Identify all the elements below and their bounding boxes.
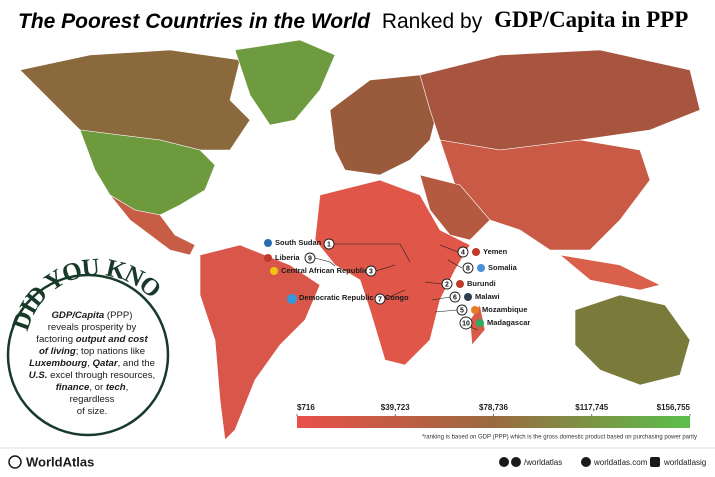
rank-badge: [323, 238, 335, 250]
instagram-icon: [650, 457, 660, 467]
flag: [456, 280, 464, 288]
brand[interactable]: WorldAtlas: [26, 454, 94, 469]
country-label: Malawi: [475, 292, 500, 301]
flag: [264, 239, 272, 247]
note-text: Luxembourg: [29, 358, 87, 369]
note-text: tech: [106, 382, 126, 393]
rank: 3: [369, 268, 373, 275]
instagram[interactable]: worldatlasig: [663, 458, 706, 467]
rank: 9: [308, 255, 312, 262]
flag: [476, 319, 484, 327]
note-circle: [6, 273, 170, 437]
note-text: factoring: [36, 334, 75, 345]
note-line: regardless: [70, 394, 115, 405]
rank: 5: [460, 307, 464, 314]
rank: 7: [378, 296, 382, 303]
footnote: *ranking is based on GDP (PPP) which is …: [422, 435, 697, 441]
note-text: of living: [39, 346, 76, 357]
country-label: Mozambique: [482, 305, 527, 314]
country-label: Yemen: [483, 247, 508, 256]
country-label: Democratic Republic of Congo: [299, 293, 409, 302]
social-handle[interactable]: /worldatlas: [524, 458, 562, 467]
world-map: [19, 39, 701, 441]
note-text: Qatar: [93, 358, 119, 369]
rank-badge: [462, 262, 474, 274]
legend-bar: [297, 416, 690, 428]
note-text: reveals prosperity by: [48, 322, 137, 333]
legend-tick-label: $156,755: [657, 403, 691, 412]
rank: 4: [461, 249, 465, 256]
note-line: GDP/Capita (PPP): [51, 310, 132, 321]
country-label: Madagascar: [487, 318, 530, 327]
note-line: factoring output and cost: [36, 334, 148, 345]
note-line: reveals prosperity by: [48, 322, 137, 333]
rank-badge: [374, 293, 386, 305]
country-label: South Sudan: [275, 238, 322, 247]
note-line: of size.: [77, 406, 107, 417]
rank: 1: [327, 241, 331, 248]
rank-badge: [365, 265, 377, 277]
flag: [472, 248, 480, 256]
note-text: , or: [89, 382, 106, 393]
flag: [464, 293, 472, 301]
note-text: (PPP): [104, 310, 132, 321]
legend-tick-label: $39,723: [381, 403, 410, 412]
rank: 2: [445, 281, 449, 288]
logo-icon: [8, 455, 22, 469]
legend: *ranking is based on GDP (PPP) which is …: [296, 403, 697, 441]
title: The Poorest Countries in the World Ranke…: [18, 7, 688, 32]
note-text: ; top nations like: [76, 346, 145, 357]
flag: [471, 306, 479, 314]
flag: [477, 264, 485, 272]
title-bold: GDP/Capita in PPP: [494, 7, 688, 32]
rank: 10: [462, 320, 470, 327]
rank-badge: [441, 278, 453, 290]
note-text: of size.: [77, 406, 107, 417]
note-text: GDP/Capita: [51, 310, 104, 321]
site[interactable]: worldatlas.com: [593, 458, 648, 467]
title-mid: Ranked by: [382, 10, 483, 33]
note-text: , and the: [118, 358, 155, 369]
note-text: excel through resources,: [47, 370, 155, 381]
country-label: Central African Republic: [281, 266, 368, 275]
social-icon: [499, 457, 509, 467]
note-line: Luxembourg, Qatar, and the: [29, 358, 155, 369]
rank: 8: [466, 265, 470, 272]
country-label: Somalia: [488, 263, 518, 272]
rank: 6: [453, 294, 457, 301]
legend-tick-label: $117,745: [575, 403, 608, 412]
flag: [287, 294, 297, 304]
flag: [264, 254, 272, 262]
rank-badge: [456, 304, 468, 316]
legend-tick-label: $716: [297, 403, 315, 412]
note-text: output and cost: [76, 334, 149, 345]
note-line: of living; top nations like: [39, 346, 145, 357]
note-text: U.S.: [29, 370, 48, 381]
country-label: Burundi: [467, 279, 496, 288]
title-italic: The Poorest Countries in the World: [18, 10, 371, 33]
note-text: finance: [56, 382, 90, 393]
site-icon: [581, 457, 591, 467]
callouts: South Sudan 1 Liberia 9 Central African …: [264, 238, 530, 331]
note-text: ,: [126, 382, 129, 393]
country-label: Liberia: [275, 253, 300, 262]
social-icon: [511, 457, 521, 467]
flag: [270, 267, 278, 275]
note-text: ,: [87, 358, 92, 369]
legend-tick-label: $78,736: [479, 403, 508, 412]
note-line: finance, or tech,: [56, 382, 129, 393]
rank-badge: [459, 316, 473, 330]
rank-badge: [304, 252, 316, 264]
note-text: regardless: [70, 394, 115, 405]
note-line: U.S. excel through resources,: [29, 370, 155, 381]
rank-badge: [449, 291, 461, 303]
rank-badge: [457, 246, 469, 258]
